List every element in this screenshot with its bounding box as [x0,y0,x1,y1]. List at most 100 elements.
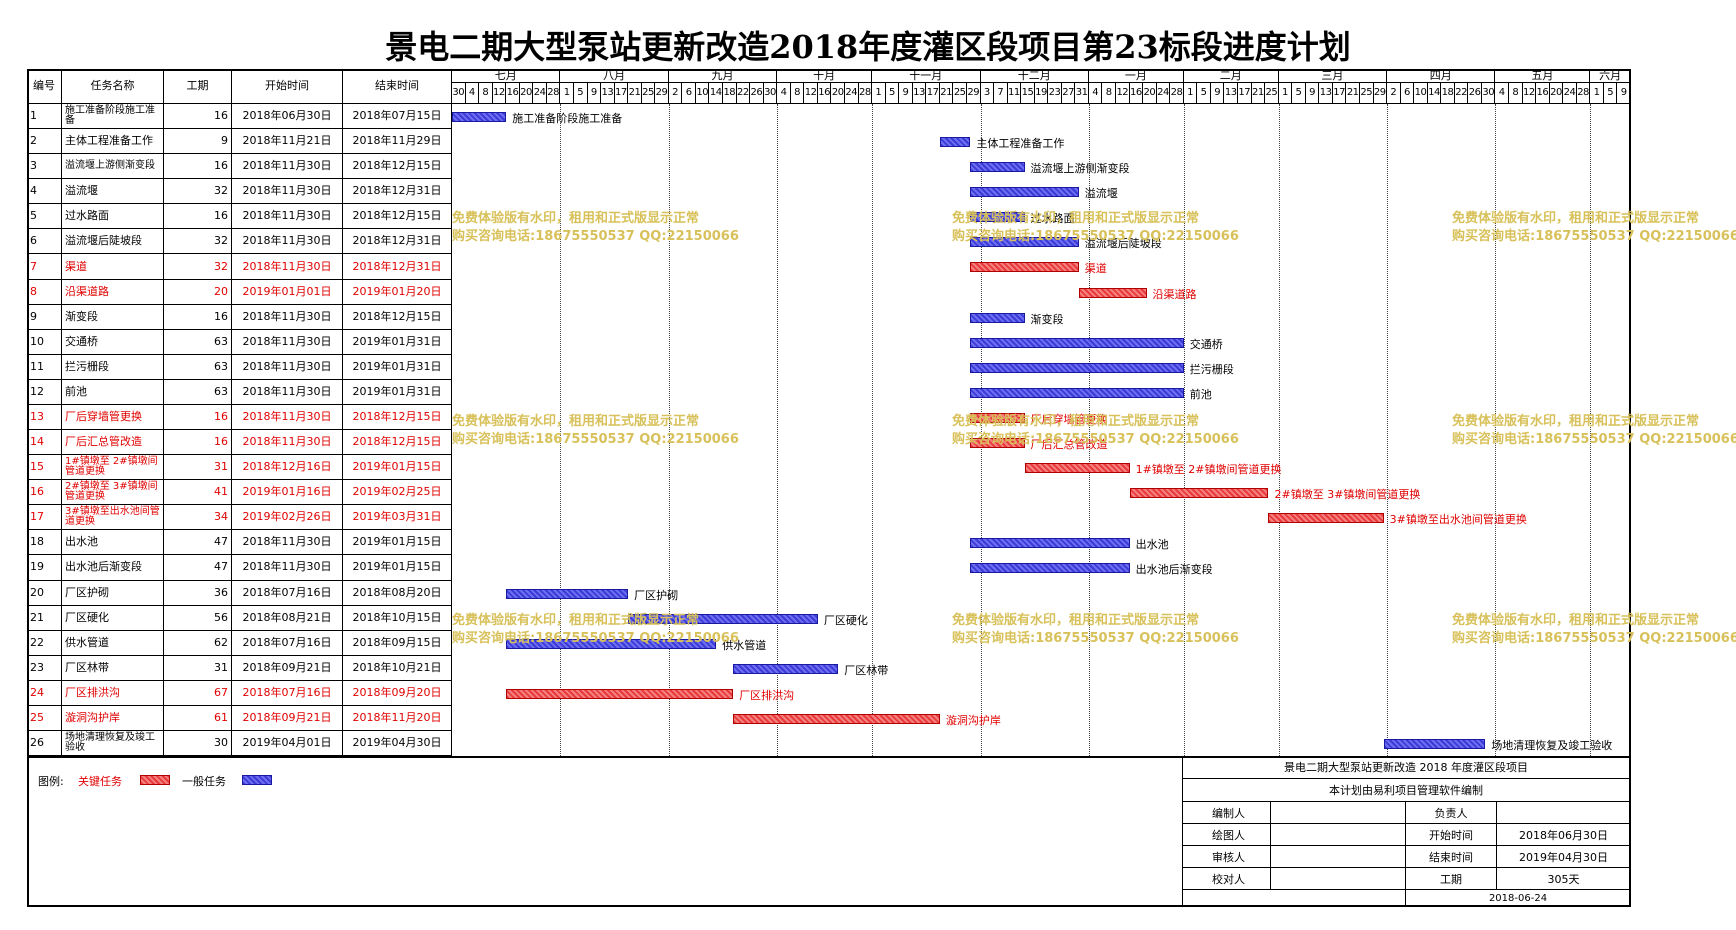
task-bar-label: 渠道 [1084,262,1107,276]
month-header: 九月 [668,69,778,83]
row-name: 出水池 [62,530,164,556]
column-header: 开始时间 [232,69,343,104]
task-bar-label: 主体工程准备工作 [976,137,1065,151]
month-header: 八月 [560,69,669,83]
task-bar-label: 3#镇墩至出水池间管道更换 [1389,513,1527,527]
day-tick: 13 [1224,83,1238,104]
watermark: 购买咨询电话:18675550537 QQ:22150066 [1452,229,1736,244]
month-header: 三月 [1278,69,1388,83]
task-bar [506,638,717,649]
row-name: 厂区排洪沟 [62,680,164,706]
row-days: 36 [164,580,232,606]
row-end: 2018年10月15日 [343,605,452,631]
day-tick: 5 [885,83,900,104]
day-tick: 25 [953,83,967,104]
day-tick: 7 [994,83,1008,104]
footer-project: 景电二期大型泵站更新改造 2018 年度灌区段项目 [1182,756,1631,779]
footer-cell: 负责人 [1406,802,1497,824]
row-id: 17 [27,505,62,531]
task-bar-label: 厂区硬化 [823,613,868,627]
row-end: 2018年12月31日 [343,229,452,255]
row-id: 19 [27,555,62,581]
month-header: 六月 [1590,69,1631,83]
day-tick: 1 [1183,83,1198,104]
day-tick: 31 [1075,83,1089,104]
row-days: 63 [164,379,232,405]
watermark: 免费体验版有水印，租用和正式版显示正常 [1452,414,1700,429]
row-end: 2018年11月29日 [343,129,452,155]
row-name: 厂区护砌 [62,580,164,606]
task-bar [1078,287,1147,298]
task-bar-label: 厂区护砌 [634,588,679,602]
row-days: 16 [164,430,232,456]
row-name: 交通桥 [62,329,164,355]
column-header: 工期 [164,69,232,104]
task-bar-label: 2#镇墩至 3#镇墩间管道更换 [1274,488,1421,502]
footer-cell: 开始时间 [1406,824,1497,846]
day-tick: 11 [1007,83,1022,104]
month-divider [1278,104,1280,757]
task-bar-label: 出水池后渐变段 [1135,563,1213,577]
task-bar-label: 交通桥 [1189,337,1223,351]
row-name: 溢流堰上游侧渐变段 [62,154,164,180]
row-name: 漩洞沟护岸 [62,705,164,731]
row-start: 2018年11月30日 [232,304,343,330]
footer-cell [1271,868,1406,890]
row-days: 16 [164,204,232,230]
day-tick: 29 [655,83,669,104]
day-tick: 4 [777,83,791,104]
row-start: 2018年11月30日 [232,379,343,405]
task-bar-label: 施工准备阶段施工准备 [512,112,623,125]
day-tick: 18 [1441,83,1455,104]
day-tick: 5 [1603,83,1618,104]
row-end: 2019年04月30日 [343,731,452,757]
day-tick: 3 [980,83,995,104]
row-start: 2018年07月16日 [232,580,343,606]
day-tick: 30 [1481,83,1496,104]
row-end: 2018年11月20日 [343,705,452,731]
row-start: 2018年11月30日 [232,404,343,431]
row-end: 2018年12月15日 [343,204,452,230]
task-bar-label: 漩洞沟护岸 [945,713,1001,727]
page-title: 景电二期大型泵站更新改造2018年度灌区段项目第23标段进度计划 [385,28,1351,66]
column-header: 编号 [27,69,62,104]
month-divider [1495,104,1497,757]
watermark: 免费体验版有水印，租用和正式版显示正常 [952,211,1200,226]
row-days: 34 [164,505,232,531]
day-tick: 24 [1563,83,1577,104]
day-tick: 8 [1102,83,1117,104]
row-days: 16 [164,304,232,330]
footer-cell: 绘图人 [1182,824,1271,846]
row-start: 2018年11月30日 [232,555,343,581]
footer-cell [1271,824,1406,846]
row-id: 13 [27,404,62,431]
row-days: 62 [164,630,232,656]
row-days: 61 [164,705,232,731]
month-header: 十二月 [980,69,1089,83]
task-bar [970,337,1184,348]
watermark: 购买咨询电话:18675550537 QQ:22150066 [1452,432,1736,447]
row-id: 24 [27,680,62,706]
row-start: 2018年11月30日 [232,430,343,456]
row-end: 2019年02月25日 [343,480,452,506]
task-bar [970,212,1025,223]
row-name: 厂后汇总管改造 [62,430,164,456]
day-tick: 6 [682,83,696,104]
day-tick: 5 [1197,83,1211,104]
watermark: 免费体验版有水印，租用和正式版显示正常 [452,414,700,429]
day-tick: 28 [1170,83,1184,104]
day-tick: 16 [506,83,520,104]
day-tick: 16 [1129,83,1144,104]
day-tick: 9 [1305,83,1320,104]
task-bar [970,438,1025,449]
row-name: 厂区林带 [62,655,164,681]
task-bar [733,713,940,724]
month-header: 七月 [452,69,561,83]
row-id: 2 [27,129,62,155]
task-bar [970,312,1025,323]
task-bar-label: 前池 [1189,387,1212,401]
month-divider [1387,104,1389,757]
row-end: 2018年07月15日 [343,104,452,130]
row-name: 主体工程准备工作 [62,129,164,155]
task-bar [733,663,839,674]
